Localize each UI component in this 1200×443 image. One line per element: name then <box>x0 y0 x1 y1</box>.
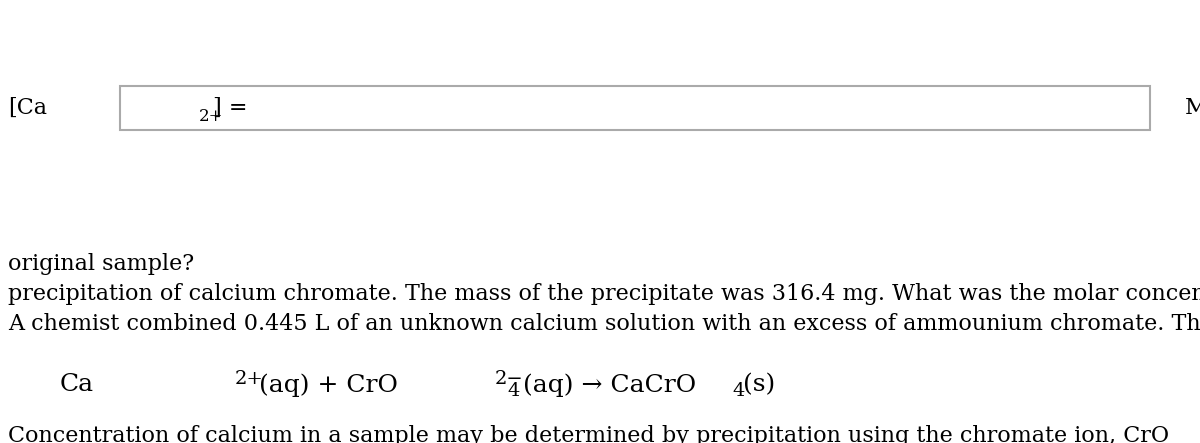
Text: Ca: Ca <box>60 373 94 396</box>
Text: (aq) + CrO: (aq) + CrO <box>251 373 398 396</box>
Text: 2−: 2− <box>494 370 523 388</box>
Text: 2+: 2+ <box>199 108 223 124</box>
Bar <box>120 86 1150 130</box>
Text: [Ca: [Ca <box>8 97 47 119</box>
Text: Concentration of calcium in a sample may be determined by precipitation using th: Concentration of calcium in a sample may… <box>8 425 1169 443</box>
Text: (aq) → CaCrO: (aq) → CaCrO <box>515 373 696 396</box>
Text: 4: 4 <box>508 382 520 400</box>
Text: (s): (s) <box>743 373 775 396</box>
Text: A chemist combined 0.445 L of an unknown calcium solution with an excess of ammo: A chemist combined 0.445 L of an unknown… <box>8 313 1200 335</box>
Text: ] =: ] = <box>214 97 247 119</box>
Text: precipitation of calcium chromate. The mass of the precipitate was 316.4 mg. Wha: precipitation of calcium chromate. The m… <box>8 283 1200 305</box>
Text: M: M <box>1186 97 1200 119</box>
Text: 2+: 2+ <box>234 370 263 388</box>
Text: 4: 4 <box>732 382 744 400</box>
Text: original sample?: original sample? <box>8 253 194 275</box>
